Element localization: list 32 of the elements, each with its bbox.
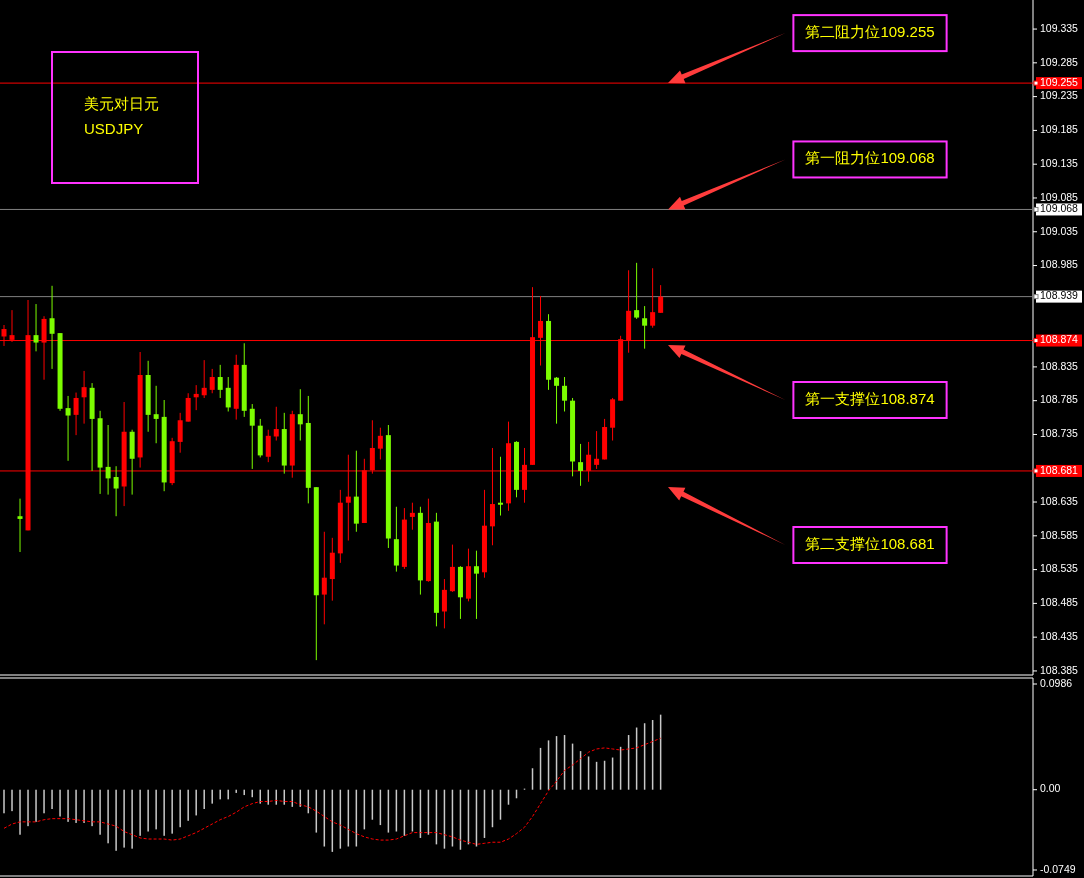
y-tick-label: -0.0749	[1040, 862, 1076, 875]
y-tick-label: 109.085	[1040, 190, 1079, 203]
y-tick-label: 108.985	[1040, 258, 1079, 271]
annotation: 第二支撑位108.681	[805, 534, 935, 552]
y-tick-label: 109.335	[1040, 21, 1079, 34]
text: USDJPY	[84, 120, 144, 137]
y-tick-label: 108.585	[1040, 528, 1079, 541]
y-tick-label: 108.835	[1040, 359, 1079, 372]
annotation: 第二阻力位109.255	[805, 23, 935, 41]
y-tick-label: 108.635	[1040, 494, 1079, 507]
y-tick-label: 108.735	[1040, 427, 1079, 440]
y-tick-label: 108.785	[1040, 393, 1079, 406]
ref-line-label: 108.681	[1040, 463, 1079, 476]
y-tick-label: 0.0986	[1040, 676, 1073, 689]
ref-line-label: 108.939	[1040, 289, 1079, 302]
text: 美元对日元	[84, 95, 159, 112]
y-tick-label: 109.035	[1040, 224, 1079, 237]
annotation: 第一支撑位108.874	[805, 389, 935, 407]
y-tick-label: 108.535	[1040, 562, 1079, 575]
y-tick-label: 108.485	[1040, 596, 1079, 609]
ref-line-label: 109.255	[1040, 75, 1079, 88]
line-series	[3, 737, 662, 845]
ref-line-label: 109.068	[1040, 202, 1079, 215]
y-tick-label: 109.285	[1040, 55, 1079, 68]
y-tick-label: 0.00	[1040, 782, 1061, 795]
y-tick-label: 108.435	[1040, 629, 1079, 642]
annotation: 第一阻力位109.068	[805, 149, 935, 167]
y-tick-label: 109.185	[1040, 123, 1079, 136]
ref-line-label: 108.874	[1040, 333, 1079, 346]
y-tick-label: 109.135	[1040, 156, 1079, 169]
y-tick-label: 108.385	[1040, 663, 1079, 676]
y-tick-label: 109.235	[1040, 89, 1079, 102]
